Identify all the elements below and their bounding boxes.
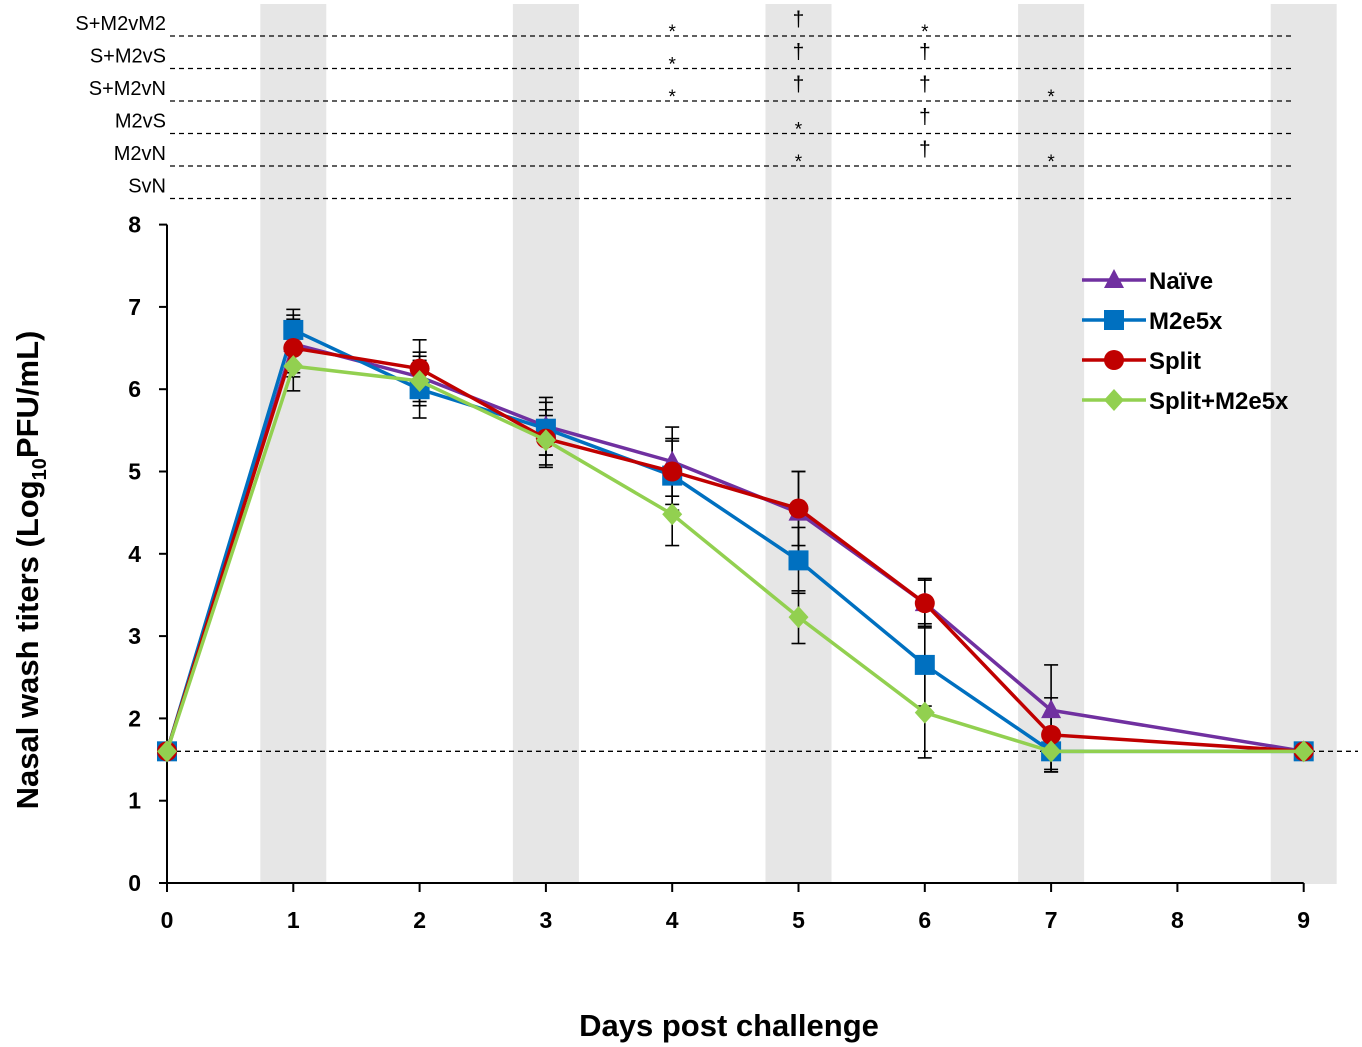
significance-mark: † (793, 73, 805, 96)
data-point-split (788, 498, 809, 519)
data-point-split (662, 461, 683, 482)
legend-label-split: Split (1149, 348, 1201, 375)
data-point-split (283, 338, 304, 359)
data-point-split-m2e5x (283, 355, 304, 378)
y-tick-label: 5 (128, 459, 141, 485)
data-point-split-m2e5x (914, 701, 935, 724)
y-ticks: 0 1 2 3 4 5 6 7 8 (128, 212, 167, 896)
x-tick-label: 4 (666, 907, 679, 933)
data-point-split (409, 358, 430, 379)
significance-mark: † (919, 138, 931, 161)
x-tick-label: 6 (918, 907, 931, 933)
series-line-split-m2e5x (165, 364, 1304, 754)
data-point-split (914, 593, 935, 614)
legend-label-m2e5x: M2e5x (1149, 308, 1223, 335)
series-line-m2e5x (165, 327, 1304, 754)
legend-marker-split (1104, 350, 1124, 370)
significance-mark: * (795, 152, 803, 173)
legend-label-na-ve: Naïve (1149, 268, 1213, 295)
axes (166, 224, 1304, 884)
significance-mark: * (921, 22, 929, 43)
y-tick-label: 8 (128, 212, 141, 238)
series-line-split (165, 346, 1304, 754)
x-ticks: 0 1 2 3 4 5 6 7 8 9 (161, 883, 1310, 933)
legend-marker-split-m2e5x (1104, 389, 1124, 411)
data-point-split-m2e5x (788, 606, 809, 629)
significance-mark: * (668, 22, 676, 43)
x-tick-label: 1 (287, 907, 300, 933)
y-tick-label: 3 (128, 623, 141, 649)
data-point-split-m2e5x (1041, 740, 1062, 763)
significance-table: S+M2vM2 *†*S+M2vS *† †S+M2vN *† †*M2vS *†M2vN *… (75, 8, 1294, 200)
y-tick-label: 4 (128, 541, 141, 567)
data-point-na-ve (1041, 699, 1062, 719)
significance-mark: † (919, 41, 931, 64)
legend-marker-na-ve (1104, 269, 1124, 288)
x-tick-label: 3 (540, 907, 553, 933)
data-point-m2e5x (914, 654, 935, 675)
data-point-split-m2e5x (1293, 740, 1314, 763)
significance-mark: † (793, 8, 805, 31)
data-point-split-m2e5x (535, 429, 556, 452)
data-point-split-m2e5x (157, 740, 177, 763)
significance-mark: * (668, 55, 676, 76)
y-tick-label: 1 (128, 788, 141, 814)
x-tick-label: 5 (792, 907, 805, 933)
significance-mark: † (919, 106, 931, 129)
y-tick-label: 2 (128, 705, 141, 731)
significance-mark: * (1047, 87, 1055, 108)
significance-row-label: M2vN (114, 143, 166, 165)
y-tick-label: 0 (128, 870, 141, 896)
legend-label-split-m2e5x: Split+M2e5x (1149, 388, 1289, 415)
data-point-split-m2e5x (409, 369, 430, 392)
significance-mark: * (1047, 152, 1055, 173)
y-tick-label: 7 (128, 294, 141, 320)
significance-mark: † (793, 41, 805, 64)
significance-row-label: SvN (128, 176, 166, 198)
x-tick-label: 7 (1045, 907, 1058, 933)
series-line-na-ve (165, 341, 1304, 754)
y-axis-label: Nasal wash titers (Log10PFU/mL) (10, 331, 51, 810)
y-tick-label: 6 (128, 376, 141, 402)
significance-mark: * (795, 120, 803, 141)
significance-row-label: S+M2vM2 (75, 13, 166, 35)
data-point-split (1041, 724, 1062, 745)
data-point-m2e5x (283, 319, 304, 340)
shaded-band-day-9 (1270, 4, 1337, 884)
significance-row-label: S+M2vS (90, 46, 166, 68)
data-point-split-m2e5x (662, 503, 683, 526)
x-tick-label: 0 (161, 907, 174, 933)
significance-mark: * (668, 87, 676, 108)
significance-row-label: M2vS (115, 111, 166, 133)
significance-mark: † (919, 73, 931, 96)
x-tick-label: 2 (413, 907, 426, 933)
legend-marker-m2e5x (1104, 310, 1124, 330)
x-axis-label: Days post challenge (579, 1008, 879, 1043)
x-tick-label: 8 (1171, 907, 1184, 933)
x-tick-label: 9 (1297, 907, 1310, 933)
shaded-band-day-5 (765, 4, 832, 884)
series-lines (157, 319, 1314, 763)
data-point-m2e5x (788, 550, 809, 571)
legend: Naïve M2e5x Split Split+M2e5x (1082, 268, 1289, 415)
significance-row-label: S+M2vN (89, 78, 166, 100)
shaded-band-day-1 (260, 4, 327, 884)
